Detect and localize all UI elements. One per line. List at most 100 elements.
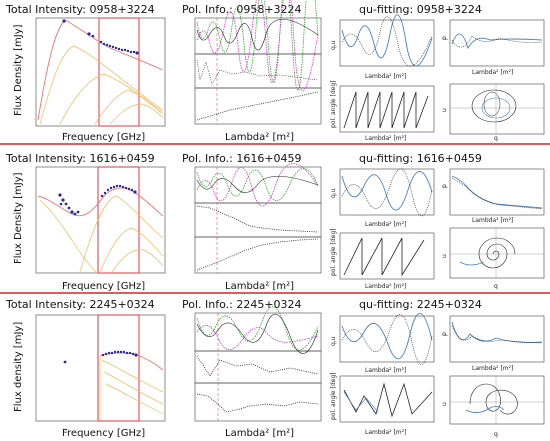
qu-plane-fit	[459, 261, 485, 266]
p-model-curve	[451, 35, 543, 48]
pol-axes-top	[194, 166, 322, 204]
qu-left-top-ylabel: q,u	[330, 188, 337, 198]
p-model-curve	[451, 177, 543, 210]
sed-data-points	[62, 19, 139, 55]
qu-left-top-fit	[341, 171, 433, 211]
sed-component-1	[39, 199, 97, 273]
sed-component-3	[103, 371, 164, 405]
qu-right-top-axes	[449, 315, 545, 363]
qu-right-bottom-axes	[449, 375, 545, 425]
qu-right-bottom-xlabel: q	[494, 431, 498, 438]
qu-right-top-xlabel: Lambda² [m²]	[472, 217, 513, 224]
p-fit-curve	[451, 175, 543, 209]
qu-plane-fit	[465, 406, 505, 413]
ti-axes	[35, 166, 166, 274]
pol-magenta-curve	[196, 324, 319, 350]
qu-right-top-xlabel: Lambda² [m²]	[472, 69, 513, 76]
sed-component-3	[99, 227, 164, 273]
qu-right-top-axes	[449, 19, 545, 67]
qu-plane-loop-2	[481, 97, 511, 119]
qu-left-bottom-xlabel: Lambda² [m²]	[365, 283, 406, 290]
qu-right-top-axes	[449, 168, 545, 216]
ti-ylabel: Flux Density [mJy]	[13, 172, 24, 264]
qu-left-top-ylabel: q,u	[330, 40, 337, 50]
qu-left-top-axes	[339, 315, 435, 363]
qu-plane-loop-1	[471, 89, 517, 123]
ti-highlight-box	[98, 17, 140, 127]
ti-title: Total Intensity: 1616+0459	[5, 152, 155, 165]
pol-xlabel: Lambda² [m²]	[225, 132, 294, 143]
qu-plane-loops	[469, 383, 518, 415]
pol-angle-curve	[196, 91, 319, 121]
pol-axes-mid	[194, 202, 322, 238]
qu-right-top-ylabel: p	[441, 332, 448, 336]
ti-highlight-box	[97, 166, 140, 274]
qu-right-bottom-ylabel: u	[441, 108, 448, 112]
qu-left-bottom-axes	[339, 232, 435, 280]
sed-total-curve	[37, 19, 164, 121]
pol-p-curve	[196, 205, 319, 233]
qu-left-top-fit	[341, 14, 433, 67]
qu-right-bottom-ylabel: u	[441, 402, 448, 406]
qu-left-bottom-xlabel: Lambda² [m²]	[365, 135, 406, 142]
pol-green-curve	[196, 306, 319, 351]
qu-title: qu-fitting: 2245+0324	[359, 298, 482, 311]
qu-left-top-axes	[339, 168, 435, 216]
qu-right-top-xlabel: Lambda² [m²]	[472, 365, 513, 372]
pol-p-curve	[196, 355, 319, 377]
qu-left-bottom-axes	[339, 375, 435, 423]
pol-xlabel: Lambda² [m²]	[225, 428, 294, 439]
ti-axes	[35, 17, 166, 127]
pol-p-curve	[196, 59, 319, 85]
qu-left-top-model	[341, 168, 433, 217]
pol-model-curve	[196, 175, 319, 193]
pol-angle-curve	[196, 238, 319, 271]
qu-left-top-model	[341, 16, 433, 67]
ti-xlabel: Frequency [GHz]	[62, 132, 145, 143]
qu-left-bottom-ylabel: pol. angle [deg]	[330, 228, 337, 276]
row-0958: Total Intensity: 0958+3224 Pol. Info.: 0…	[5, 0, 545, 143]
qu-right-bottom-ylabel: u	[441, 254, 448, 258]
sed-component-4	[109, 103, 164, 125]
pol-model-curve	[196, 313, 319, 354]
qu-title: qu-fitting: 0958+3224	[359, 3, 482, 16]
row-2245: Total Intensity: 2245+0324 Pol. Info.: 2…	[5, 298, 545, 439]
ti-title: Total Intensity: 2245+0324	[5, 298, 155, 311]
pol-xlabel: Lambda² [m²]	[225, 281, 294, 292]
sed-data-points	[63, 350, 138, 364]
qu-left-bottom-xlabel: Lambda² [m²]	[365, 429, 406, 436]
qu-left-bottom-ylabel: pol. angle [deg]	[330, 372, 337, 420]
pol-green-curve	[196, 0, 319, 91]
qu-plane-loop-3	[483, 91, 501, 117]
sed-total-curve	[37, 187, 164, 217]
sed-data-points	[58, 184, 137, 216]
pol-axes-bot	[194, 87, 322, 125]
sed-component-2	[101, 359, 164, 393]
qu-left-bottom-axes	[339, 85, 435, 133]
row-1616: Total Intensity: 1616+0459 Pol. Info.: 1…	[5, 152, 545, 292]
ti-highlight-box	[97, 314, 140, 422]
pol-title: Pol. Info.: 1616+0459	[182, 152, 302, 165]
qu-title: qu-fitting: 1616+0459	[359, 152, 482, 165]
qu-right-bottom-xlabel: q	[494, 283, 498, 290]
p-model-curve	[451, 325, 543, 344]
ti-xlabel: Frequency [GHz]	[62, 281, 145, 292]
qu-left-top-axes	[339, 19, 435, 67]
qu-left-top-fit	[341, 313, 433, 359]
sed-component-4	[105, 383, 164, 415]
qu-right-top-ylabel: p	[441, 36, 448, 40]
qu-left-top-xlabel: Lambda² [m²]	[365, 73, 406, 80]
sed-component-3	[94, 89, 164, 125]
pol-angle-sawtooth	[343, 382, 433, 418]
pol-axes-mid	[194, 350, 322, 384]
qu-right-bottom-axes	[449, 83, 545, 135]
pol-angle-curve	[196, 393, 319, 413]
ti-ylabel: Flux Density [mJy]	[13, 24, 24, 116]
pol-axes-bot	[194, 382, 322, 422]
ti-title: Total Intensity: 0958+3224	[5, 3, 155, 16]
pol-title: Pol. Info.: 2245+0324	[182, 298, 302, 311]
pol-angle-sawtooth	[343, 237, 425, 277]
qu-right-bottom-axes	[449, 227, 545, 279]
sed-component-2	[79, 195, 164, 273]
